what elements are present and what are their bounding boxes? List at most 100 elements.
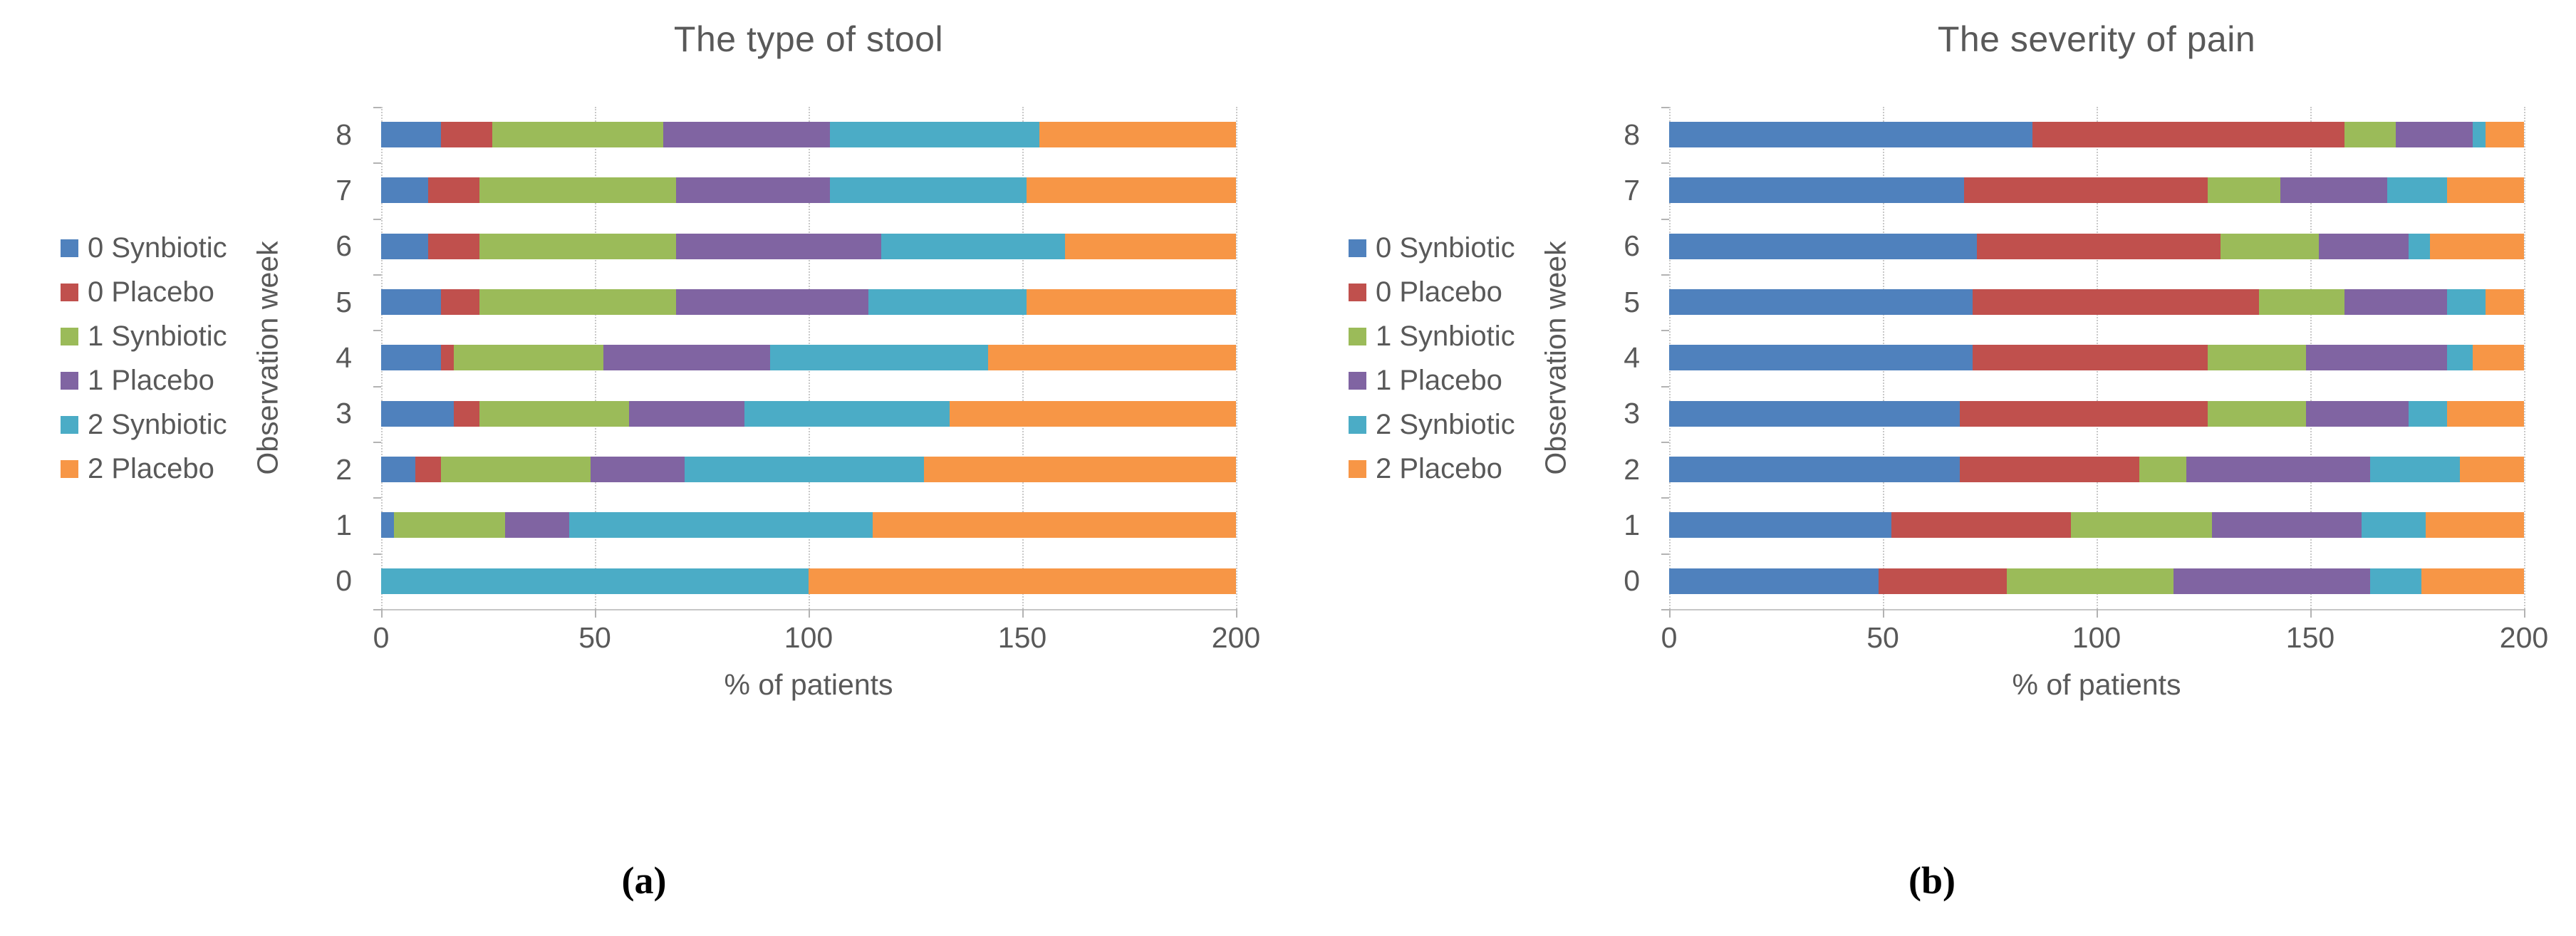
legend-item: 0 Synbiotic — [61, 232, 227, 264]
bar-row — [381, 553, 1236, 609]
stacked-bar — [1669, 177, 2524, 204]
legend-swatch-icon — [1349, 371, 1366, 390]
legend: 0 Synbiotic 0 Placebo 1 Synbiotic 1 Placebo… — [61, 232, 227, 484]
bars — [1669, 107, 2524, 609]
bar-segment — [591, 457, 685, 483]
x-axis-tick — [1883, 609, 1884, 618]
stacked-bar — [1669, 457, 2524, 483]
legend-item: 0 Synbiotic — [1349, 232, 1515, 264]
bar-segment — [676, 177, 830, 204]
bar-row — [381, 497, 1236, 553]
bar-segment — [1669, 177, 1964, 204]
bar-segment — [1973, 289, 2259, 316]
bar-row — [381, 386, 1236, 442]
bar-segment — [2447, 345, 2473, 371]
bar-segment — [381, 233, 428, 259]
bar-segment — [2212, 512, 2362, 539]
bar-row — [1669, 107, 2524, 162]
x-axis-title: % of patients — [724, 668, 893, 701]
bar-segment — [1669, 289, 1973, 316]
bar-row — [1669, 330, 2524, 385]
bar-segment — [2306, 345, 2447, 371]
chart-title: The severity of pain — [1937, 19, 2256, 59]
legend-swatch-icon — [1349, 239, 1366, 257]
stacked-bar — [1669, 568, 2524, 594]
x-tick-label: 100 — [2072, 621, 2121, 654]
bar-segment — [479, 289, 676, 316]
bar-segment — [1964, 177, 2208, 204]
y-axis-tick — [1661, 107, 1669, 108]
legend-item: 0 Placebo — [1349, 276, 1515, 308]
bar-segment — [1669, 122, 2032, 148]
bar-segment — [2032, 122, 2344, 148]
bar-row — [381, 219, 1236, 274]
bar-segment — [1027, 177, 1236, 204]
stacked-bar — [1669, 233, 2524, 259]
bar-segment — [569, 512, 873, 539]
legend-item: 1 Placebo — [1349, 365, 1515, 396]
bar-segment — [381, 512, 394, 539]
stacked-bar — [1669, 345, 2524, 371]
bar-segment — [873, 512, 1236, 539]
week-label: 4 — [336, 340, 352, 374]
plot-area — [373, 107, 1237, 618]
stacked-bar — [381, 289, 1236, 316]
bar-segment — [744, 400, 950, 427]
legend-swatch-icon — [61, 239, 78, 257]
bar-segment — [2344, 289, 2447, 316]
gridline — [1236, 107, 1237, 609]
stacked-bar — [1669, 512, 2524, 539]
bar-segment — [394, 512, 505, 539]
legend-label: 0 Placebo — [88, 276, 214, 308]
legend-label: 2 Synbiotic — [1376, 408, 1515, 440]
stacked-bar — [381, 568, 1236, 594]
bar-segment — [988, 345, 1236, 371]
bar-row — [1669, 386, 2524, 442]
bar-row — [1669, 553, 2524, 609]
bar-segment — [505, 512, 569, 539]
legend-swatch-icon — [1349, 459, 1366, 478]
bar-segment — [685, 457, 924, 483]
bar-segment — [1027, 289, 1236, 316]
y-axis-tick — [1661, 609, 1669, 610]
bar-segment — [2306, 400, 2409, 427]
y-axis-tick — [1661, 162, 1669, 165]
bar-segment — [2409, 400, 2447, 427]
bar-segment — [868, 289, 1027, 316]
bar-segment — [1669, 457, 1960, 483]
stacked-bar — [381, 122, 1236, 148]
bar-segment — [381, 177, 428, 204]
stacked-bar — [1669, 400, 2524, 427]
x-tick-label: 0 — [1661, 621, 1678, 654]
y-axis-tick-labels: 8 7 6 5 4 3 2 1 0 — [292, 107, 352, 609]
panel-type-of-stool: The type of stool 0 Synbiotic 0 Placebo 1 … — [61, 19, 1261, 902]
stacked-bar — [1669, 122, 2524, 148]
bar-segment — [1669, 345, 1973, 371]
bar-segment — [881, 233, 1065, 259]
week-label: 8 — [336, 118, 352, 151]
legend-swatch-icon — [61, 371, 78, 390]
bar-row — [1669, 274, 2524, 330]
legend-label: 1 Synbiotic — [88, 320, 227, 352]
bar-segment — [2430, 233, 2524, 259]
bar-segment — [676, 233, 881, 259]
y-axis-tick — [373, 274, 381, 276]
week-label: 1 — [336, 508, 352, 541]
bar-row — [381, 107, 1236, 162]
bar-segment — [2221, 233, 2319, 259]
bar-segment — [381, 400, 454, 427]
y-axis-title-text: Observation week — [1539, 241, 1572, 475]
bar-segment — [1669, 512, 1891, 539]
bar-segment — [454, 400, 479, 427]
legend-label: 2 Placebo — [88, 452, 214, 484]
bar-segment — [428, 177, 479, 204]
stacked-bar — [381, 512, 1236, 539]
bar-segment — [924, 457, 1236, 483]
bar-segment — [809, 568, 1236, 594]
legend-label: 1 Synbiotic — [1376, 320, 1515, 352]
bar-segment — [479, 233, 676, 259]
legend-label: 1 Placebo — [1376, 364, 1502, 396]
x-axis-tick-labels: 0 50 100 150 200 — [373, 621, 1261, 658]
panel-severity-of-pain: The severity of pain 0 Synbiotic 0 Placeb… — [1288, 0, 2576, 936]
x-tick-label: 50 — [1866, 621, 1899, 654]
